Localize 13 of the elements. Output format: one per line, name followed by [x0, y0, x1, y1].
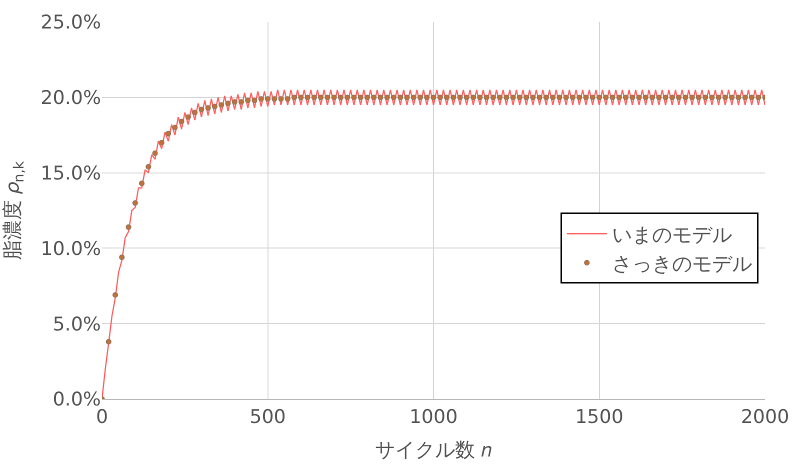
x-tick-label: 2000: [740, 406, 790, 428]
x-axis-title: サイクル数 𝑛: [374, 437, 492, 462]
y-tick-label: 20.0%: [40, 87, 101, 110]
y-tick-label: 5.0%: [52, 313, 101, 336]
y-tick-label: 10.0%: [40, 238, 101, 260]
legend-label: さっきのモデル: [612, 252, 752, 276]
y-tick-label: 15.0%: [40, 162, 101, 184]
x-tick-label: 1000: [409, 406, 458, 428]
x-tick-label: 1500: [575, 406, 624, 428]
y-tick-label: 25.0%: [40, 12, 101, 34]
x-tick-label: 500: [250, 406, 286, 428]
legend-label: いまのモデル: [612, 222, 732, 246]
x-tick-label: 0: [96, 406, 108, 428]
